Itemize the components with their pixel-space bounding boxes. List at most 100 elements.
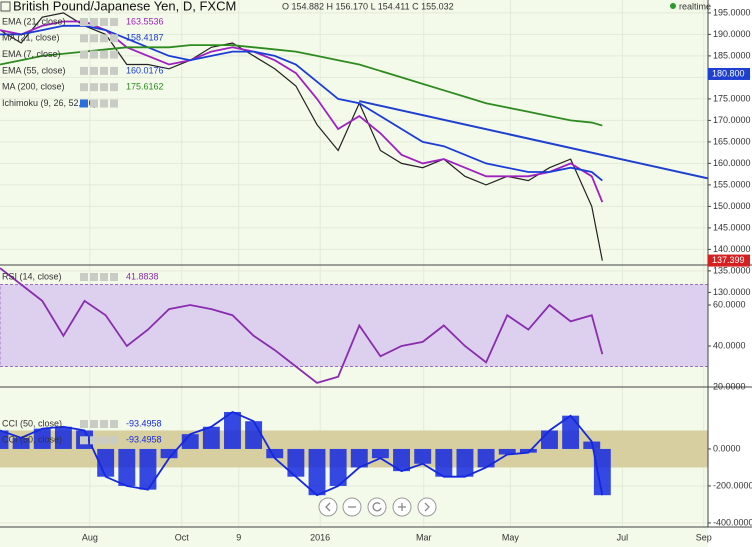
- ohlc: O 154.882 H 156.170 L 154.411 C 155.032: [282, 1, 454, 11]
- bar: [519, 448, 537, 453]
- legend-icon[interactable]: [110, 66, 118, 75]
- bar: [329, 448, 347, 486]
- legend-icon[interactable]: [80, 273, 88, 281]
- x-tick-label: Mar: [416, 532, 432, 542]
- legend-icon[interactable]: [100, 83, 108, 92]
- bar: [33, 428, 51, 449]
- legend-icon[interactable]: [80, 83, 88, 92]
- legend-icon[interactable]: [100, 273, 108, 281]
- x-tick-label: Jul: [617, 532, 629, 542]
- legend-icon[interactable]: [110, 436, 118, 445]
- legend-icon[interactable]: [110, 18, 118, 26]
- bar: [541, 430, 558, 449]
- y-tick-label: 150.0000: [713, 201, 751, 211]
- legend-icon[interactable]: [80, 66, 88, 75]
- legend-icon[interactable]: [100, 420, 108, 428]
- bar: [287, 448, 305, 477]
- price-tag: [708, 254, 750, 267]
- legend-value: 41.8838: [126, 271, 159, 281]
- legend-icon[interactable]: [100, 66, 108, 75]
- series-line: [0, 44, 603, 127]
- price-tag-label: 180.800: [712, 68, 745, 78]
- collapse-icon[interactable]: [0, 1, 11, 12]
- bar: [562, 415, 580, 449]
- legend-icon[interactable]: [80, 34, 88, 43]
- bar: [435, 448, 453, 477]
- reset-button[interactable]: [367, 497, 387, 517]
- bar: [393, 448, 411, 472]
- legend-name: MA (200, close): [2, 82, 65, 92]
- price-panel: [0, 12, 708, 261]
- legend-icon[interactable]: [80, 18, 88, 26]
- legend-icon[interactable]: [90, 420, 98, 428]
- axes: 130.0000 135.0000 140.0000 145.0000 150.0000…: [82, 7, 752, 542]
- legend-icon[interactable]: [90, 34, 98, 43]
- legend-icon[interactable]: [90, 50, 98, 59]
- legend-icon[interactable]: [100, 436, 108, 445]
- legend-icon[interactable]: [100, 34, 108, 43]
- x-tick-label: Oct: [175, 532, 190, 542]
- y-tick-label: 60.0000: [713, 299, 746, 309]
- trendline: [359, 100, 708, 180]
- y-tick-label: 130.0000: [713, 287, 751, 297]
- y-tick-label: 135.0000: [713, 265, 751, 275]
- legend-name: CCI (50, close): [2, 435, 62, 445]
- legend-icon[interactable]: [90, 66, 98, 75]
- legend-name: EMA (55, close): [2, 65, 66, 75]
- legend-icon[interactable]: [100, 99, 108, 108]
- bar: [97, 448, 115, 477]
- legend-icon[interactable]: [80, 99, 88, 108]
- y-tick-label: 170.0000: [713, 115, 751, 125]
- legend-icon[interactable]: [110, 50, 118, 59]
- series-line: [0, 24, 603, 182]
- bar: [308, 448, 326, 496]
- realtime-label: realtime: [679, 1, 711, 11]
- bar: [12, 437, 30, 449]
- legend-icon[interactable]: [90, 99, 98, 108]
- legend-name: RSI (14, close): [2, 271, 62, 281]
- x-tick-label: Sep: [696, 532, 712, 542]
- legend-icon[interactable]: [110, 99, 118, 108]
- legend-icon[interactable]: [90, 18, 98, 26]
- bar: [477, 448, 495, 468]
- bar: [54, 426, 72, 449]
- legend-icon[interactable]: [110, 273, 118, 281]
- y-tick-label: 140.0000: [713, 244, 751, 254]
- axis-area: [708, 0, 752, 547]
- legend-icon[interactable]: [110, 83, 118, 92]
- y-tick-label: 145.0000: [713, 222, 751, 232]
- y-tick-label: 160.0000: [713, 158, 751, 168]
- legend-icon[interactable]: [80, 50, 88, 59]
- scroll-right-button[interactable]: [417, 497, 437, 517]
- scroll-left-button[interactable]: [318, 497, 338, 517]
- legend-icon[interactable]: [110, 420, 118, 428]
- legend-icon[interactable]: [100, 18, 108, 26]
- legend-name: CCI (50, close): [2, 418, 62, 428]
- legend-name: MA (21, close): [2, 33, 60, 43]
- zoom-toolbar: [318, 497, 437, 517]
- legend-icon[interactable]: [90, 436, 98, 445]
- y-tick-label: 20.0000: [713, 381, 746, 391]
- legend-value: 175.6162: [126, 82, 164, 92]
- realtime-dot: [670, 3, 676, 9]
- legend-name: Ichimoku (9, 26, 52, 26): [2, 98, 97, 108]
- legend-icon[interactable]: [90, 273, 98, 281]
- legend: British Pound/Japanese Yen, D, FXCM O 15…: [0, 0, 711, 445]
- legend-icon[interactable]: [80, 436, 88, 445]
- x-tick-label: 9: [236, 532, 241, 542]
- x-tick-label: Aug: [82, 532, 98, 542]
- bar: [266, 448, 284, 459]
- bar: [498, 448, 516, 455]
- legend-icon[interactable]: [100, 50, 108, 59]
- legend-icon[interactable]: [110, 34, 118, 43]
- legend-value: -93.4958: [126, 418, 162, 428]
- legend-icon[interactable]: [80, 420, 88, 428]
- series-line: [0, 410, 604, 497]
- legend-value: -93.4958: [126, 435, 162, 445]
- price-tag: [708, 67, 750, 80]
- legend-name: EMA (7, close): [2, 49, 61, 59]
- x-tick-label: May: [502, 532, 520, 542]
- legend-icon[interactable]: [90, 83, 98, 92]
